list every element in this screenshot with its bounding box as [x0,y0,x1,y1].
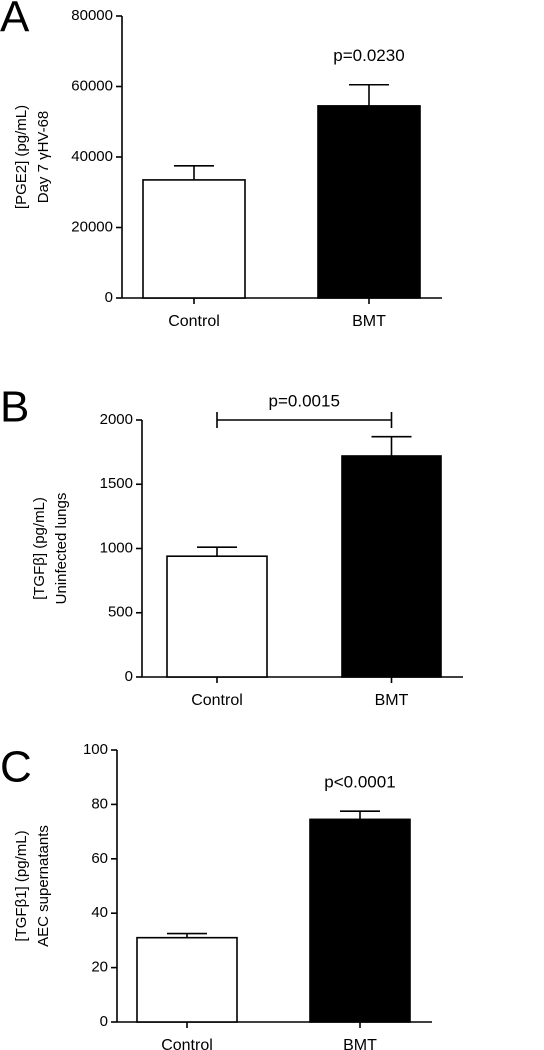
bar [341,455,442,678]
y-axis-label: AEC supernatants [35,825,52,947]
panel-label: C [0,743,32,792]
y-axis-label: [TGFβ] (pg/mL) [31,497,48,600]
y-tick-label: 500 [108,604,133,621]
y-tick-label: 20 [91,959,108,976]
annotation: p=0.0230 [333,46,404,65]
bar [317,105,421,299]
x-tick-label: BMT [375,692,409,709]
y-tick-label: 40 [91,904,108,921]
y-tick-label: 0 [105,289,113,306]
significance-bracket [216,412,393,428]
x-tick-label: Control [161,1037,213,1050]
x-tick-label: Control [191,692,243,709]
y-tick-label: 40000 [71,148,113,165]
bar [309,818,411,1023]
y-axis-label: [TGFβ1] (pg/mL) [13,830,30,941]
y-tick-label: 20000 [71,218,113,235]
y-axis-label: [PGE2] (pg/mL) [13,105,30,209]
bar [166,555,268,678]
y-axis-label: Day 7 γHV-68 [35,111,52,204]
panel-label: B [0,383,29,432]
y-tick-label: 0 [100,1013,108,1030]
x-tick-label: BMT [343,1037,377,1050]
annotation: p<0.0001 [324,773,395,792]
y-axis-label: Uninfected lungs [53,493,70,605]
x-tick-label: BMT [352,313,386,330]
y-tick-label: 1000 [100,539,133,556]
bar [136,936,238,1023]
y-tick-label: 0 [125,668,133,685]
y-tick-label: 100 [83,741,108,758]
x-tick-label: Control [168,313,220,330]
y-tick-label: 80 [91,795,108,812]
bar [142,179,246,299]
y-tick-label: 60 [91,850,108,867]
panel-label: A [0,0,30,42]
y-tick-label: 60000 [71,77,113,94]
y-tick-label: 2000 [100,411,133,428]
annotation: p=0.0015 [269,391,340,410]
y-tick-label: 80000 [71,7,113,24]
y-tick-label: 1500 [100,475,133,492]
